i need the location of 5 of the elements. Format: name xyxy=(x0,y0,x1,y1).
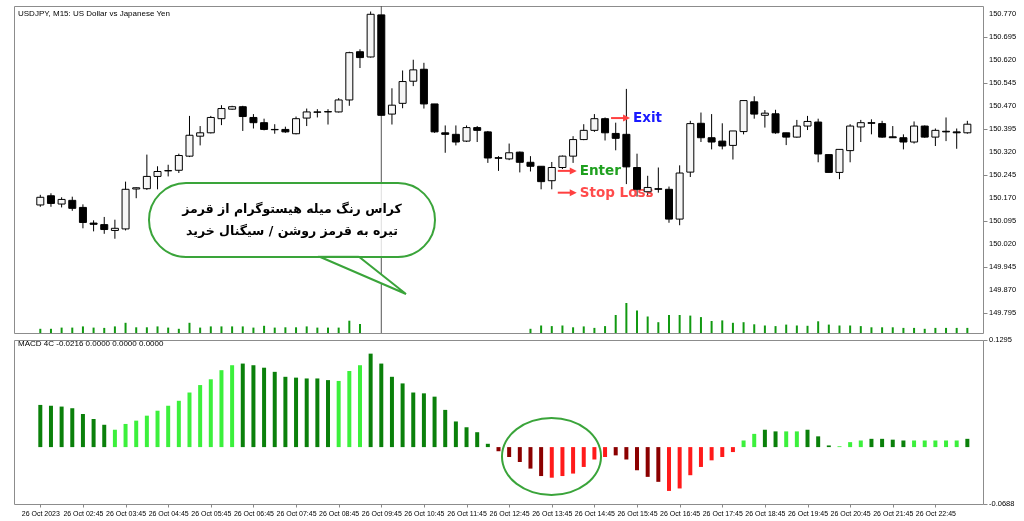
annotation: کراس رنگ میله هیستوگرام از قرمز تیره به قرمز روشن / سیگنال خرید xyxy=(148,182,436,258)
chart-title: USDJPY, M15: US Dollar vs Japanese Yen xyxy=(18,8,170,18)
chart-title: MACD 4C -0.0216 0.0000 0.0000 0.0000 xyxy=(18,339,164,348)
annotation: Exit xyxy=(633,109,663,126)
annotation: Enter xyxy=(579,161,622,178)
